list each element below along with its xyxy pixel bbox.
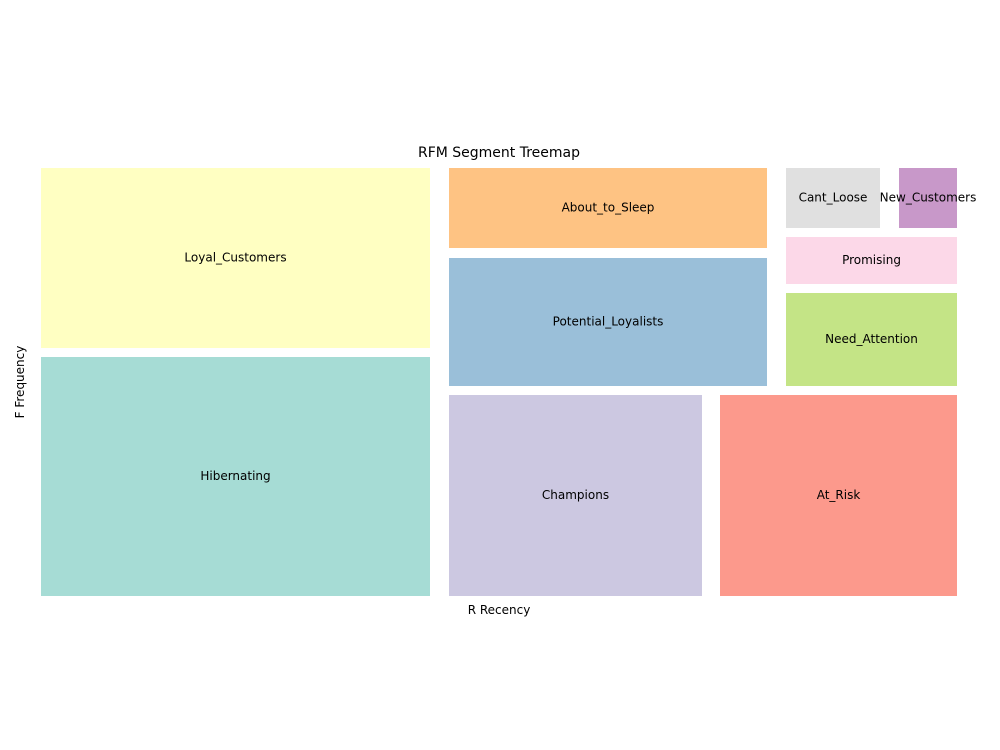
- x-axis-label: R Recency: [468, 603, 531, 617]
- segment-label-hibernating: Hibernating: [200, 469, 270, 483]
- segment-at-risk: [720, 395, 957, 596]
- segment-potential-loyalists: [449, 258, 767, 386]
- chart-title: RFM Segment Treemap: [418, 145, 580, 161]
- segment-label-loyal-customers: Loyal_Customers: [184, 251, 286, 265]
- segment-label-potential-loyalists: Potential_Loyalists: [553, 315, 664, 329]
- segment-label-cant-loose: Cant_Loose: [799, 191, 868, 205]
- segment-hibernating: [41, 357, 430, 596]
- segment-label-about-to-sleep: About_to_Sleep: [562, 201, 655, 215]
- segment-label-new-customers: New_Customers: [880, 191, 977, 205]
- segment-champions: [449, 395, 702, 596]
- segments-group: Hibernating Loyal_Customers Champions At_Ri…: [41, 168, 976, 596]
- y-axis-label: F Frequency: [13, 346, 27, 419]
- segment-label-at-risk: At_Risk: [817, 488, 861, 502]
- segment-label-champions: Champions: [542, 488, 609, 502]
- segment-need-attention: [786, 293, 957, 386]
- segment-new-customers: [899, 168, 957, 228]
- segment-about-to-sleep: [449, 168, 767, 248]
- segment-cant-loose: [786, 168, 880, 228]
- segment-loyal-customers: [41, 168, 430, 348]
- segment-label-promising: Promising: [842, 253, 901, 267]
- segment-promising: [786, 237, 957, 284]
- segment-label-need-attention: Need_Attention: [825, 332, 918, 346]
